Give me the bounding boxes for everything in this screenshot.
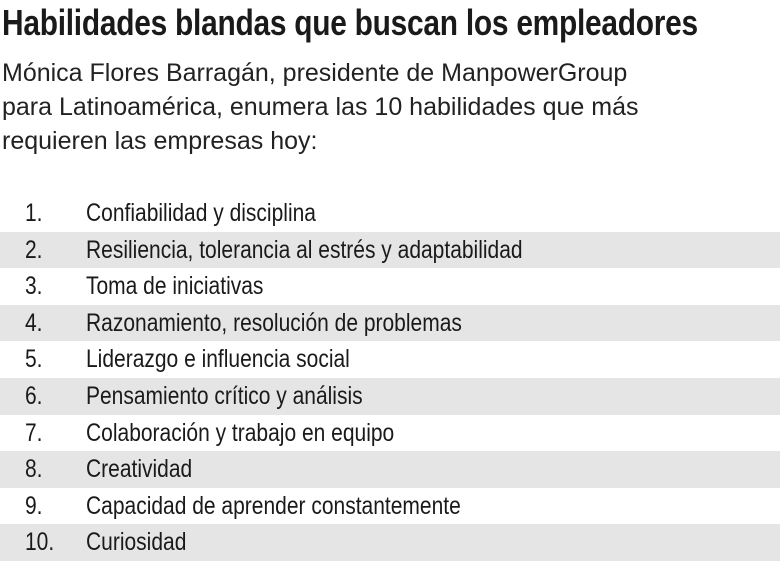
item-text: Pensamiento crítico y análisis bbox=[86, 381, 363, 410]
item-text: Creatividad bbox=[86, 455, 193, 484]
item-number: 4. bbox=[25, 308, 43, 337]
item-text: Colaboración y trabajo en equipo bbox=[86, 418, 395, 447]
list-row: 3. Toma de iniciativas bbox=[0, 268, 780, 305]
item-text: Capacidad de aprender constantemente bbox=[86, 491, 461, 520]
list-row: 5. Liderazgo e influencia social bbox=[0, 341, 780, 378]
item-number: 8. bbox=[25, 455, 43, 484]
list-row: 10. Curiosidad bbox=[0, 524, 780, 561]
title: Habilidades blandas que buscan los emple… bbox=[2, 2, 698, 43]
subtitle-line: para Latinoamérica, enumera las 10 habil… bbox=[2, 93, 639, 121]
list: 1. Confiabilidad y disciplina 2. Resilienci… bbox=[0, 195, 780, 561]
item-number: 7. bbox=[25, 418, 43, 447]
list-row: 6. Pensamiento crítico y análisis bbox=[0, 377, 780, 415]
item-text: Resiliencia, tolerancia al estrés y adap… bbox=[86, 235, 523, 264]
item-text: Razonamiento, resolución de problemas bbox=[86, 308, 462, 337]
item-number: 2. bbox=[25, 235, 43, 264]
list-row: 8. Creatividad bbox=[0, 451, 780, 488]
subtitle-line: requieren las empresas hoy: bbox=[2, 127, 318, 155]
item-number: 10. bbox=[25, 528, 55, 557]
item-number: 5. bbox=[25, 345, 43, 374]
item-text: Toma de iniciativas bbox=[86, 272, 264, 301]
list-row: 4. Razonamiento, resolución de problemas bbox=[0, 304, 780, 342]
item-text: Curiosidad bbox=[86, 528, 187, 557]
list-row: 1. Confiabilidad y disciplina bbox=[0, 195, 780, 232]
item-number: 3. bbox=[25, 272, 43, 301]
list-row: 9. Capacidad de aprender constantemente bbox=[0, 488, 780, 525]
subtitle-line: Mónica Flores Barragán, presidente de Ma… bbox=[2, 59, 628, 87]
item-number: 9. bbox=[25, 491, 43, 520]
item-text: Confiabilidad y disciplina bbox=[86, 199, 316, 227]
list-row: 2. Resiliencia, tolerancia al estrés y ad… bbox=[0, 231, 780, 269]
item-number: 6. bbox=[25, 381, 43, 410]
subtitle: Mónica Flores Barragán, presidente de Ma… bbox=[2, 56, 639, 158]
list-row: 7. Colaboración y trabajo en equipo bbox=[0, 415, 780, 452]
item-number: 1. bbox=[25, 199, 43, 227]
item-text: Liderazgo e influencia social bbox=[86, 345, 350, 374]
